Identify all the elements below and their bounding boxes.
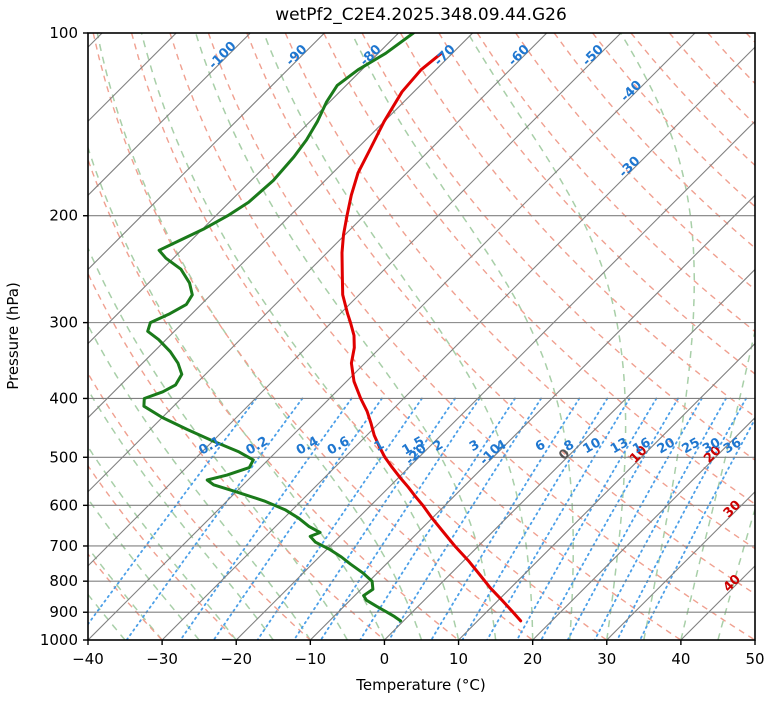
y-tick-label: 200 (49, 207, 78, 225)
x-tick-label: 50 (745, 650, 764, 668)
x-axis: −40 −30 −20 −10 0 10 20 30 40 50 (72, 640, 765, 668)
y-tick-label: 300 (49, 314, 78, 332)
x-tick-label: −20 (220, 650, 252, 668)
x-tick-label: 40 (671, 650, 690, 668)
dewpoint-profile (142, 33, 415, 623)
x-tick-label: 30 (597, 650, 616, 668)
temperature-profile (340, 51, 523, 623)
y-tick-label: 1000 (40, 631, 78, 649)
y-tick-label: 100 (49, 24, 78, 42)
y-axis: 100 200 300 400 500 600 700 800 900 1000 (40, 24, 88, 649)
x-tick-label: −30 (146, 650, 178, 668)
x-axis-label: Temperature (°C) (355, 676, 485, 694)
moist-adiabat-lines (88, 33, 755, 640)
chart-title: wetPf2_C2E4.2025.348.09.44.G26 (275, 5, 567, 25)
y-axis-label: Pressure (hPa) (4, 282, 22, 390)
x-tick-label: −10 (295, 650, 327, 668)
y-tick-label: 900 (49, 603, 78, 621)
isotherm-lines (88, 33, 755, 640)
y-tick-label: 700 (49, 537, 78, 555)
plot-frame (87, 32, 756, 641)
y-tick-label: 500 (49, 448, 78, 466)
x-tick-label: 20 (523, 650, 542, 668)
y-tick-label: 600 (49, 496, 78, 514)
y-tick-label: 800 (49, 572, 78, 590)
isobar-lines (88, 33, 755, 640)
x-tick-label: −40 (72, 650, 104, 668)
x-tick-label: 0 (380, 650, 390, 668)
x-tick-label: 10 (449, 650, 468, 668)
y-tick-label: 400 (49, 389, 78, 407)
